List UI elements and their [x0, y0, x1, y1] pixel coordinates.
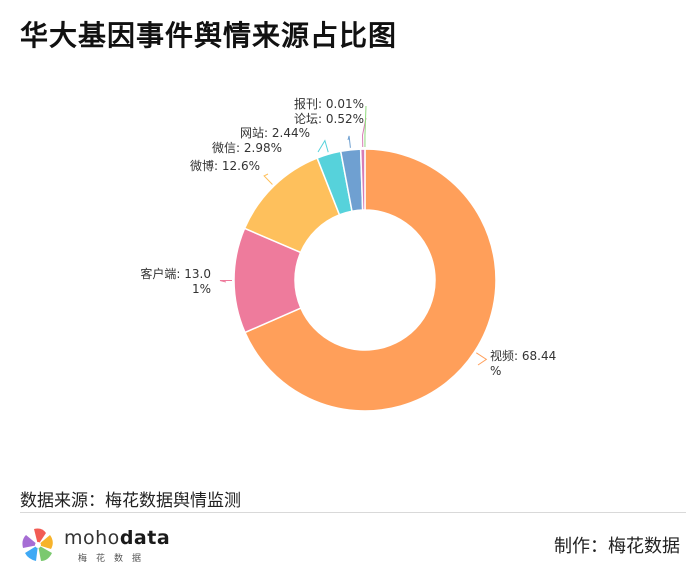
footer-divider	[20, 512, 686, 513]
leader-line-4	[347, 135, 351, 148]
leader-line-1	[219, 279, 233, 283]
leader-line-5	[362, 117, 367, 148]
donut-slice-0[interactable]	[243, 148, 497, 412]
leader-line-2	[263, 173, 273, 185]
donut-chart: 视频: 68.44 % 客户端: 13.0 1% 微博: 12.6% 微信: 2.98%网…	[140, 96, 556, 412]
pinwheel-logo-icon	[22, 528, 53, 561]
maker-credit: 制作：梅花数据	[554, 536, 680, 557]
data-source-note: 数据来源：梅花数据舆情监测	[20, 491, 241, 511]
data-label-6: 报刊: 0.01%	[294, 96, 364, 111]
data-label-4: 网站: 2.44%	[240, 126, 310, 140]
data-label-0: 视频: 68.44%	[490, 348, 556, 378]
logo-subtitle: 梅花数据	[78, 554, 151, 564]
data-label-5: 论坛: 0.52%	[294, 112, 364, 126]
data-label-3: 微信: 2.98%	[212, 141, 282, 155]
leader-line-0	[476, 352, 488, 366]
data-label-2: 微博: 12.6%	[190, 158, 260, 173]
data-label-1: 客户端: 13.0 1%	[140, 266, 211, 296]
leader-line-3	[317, 139, 329, 153]
leader-line-6	[364, 105, 367, 148]
page-title: 华大基因事件舆情来源占比图	[20, 19, 398, 52]
mohodata-logo: mohodata 梅花数据	[18, 524, 178, 568]
logo-wordmark: mohodata	[64, 527, 171, 549]
